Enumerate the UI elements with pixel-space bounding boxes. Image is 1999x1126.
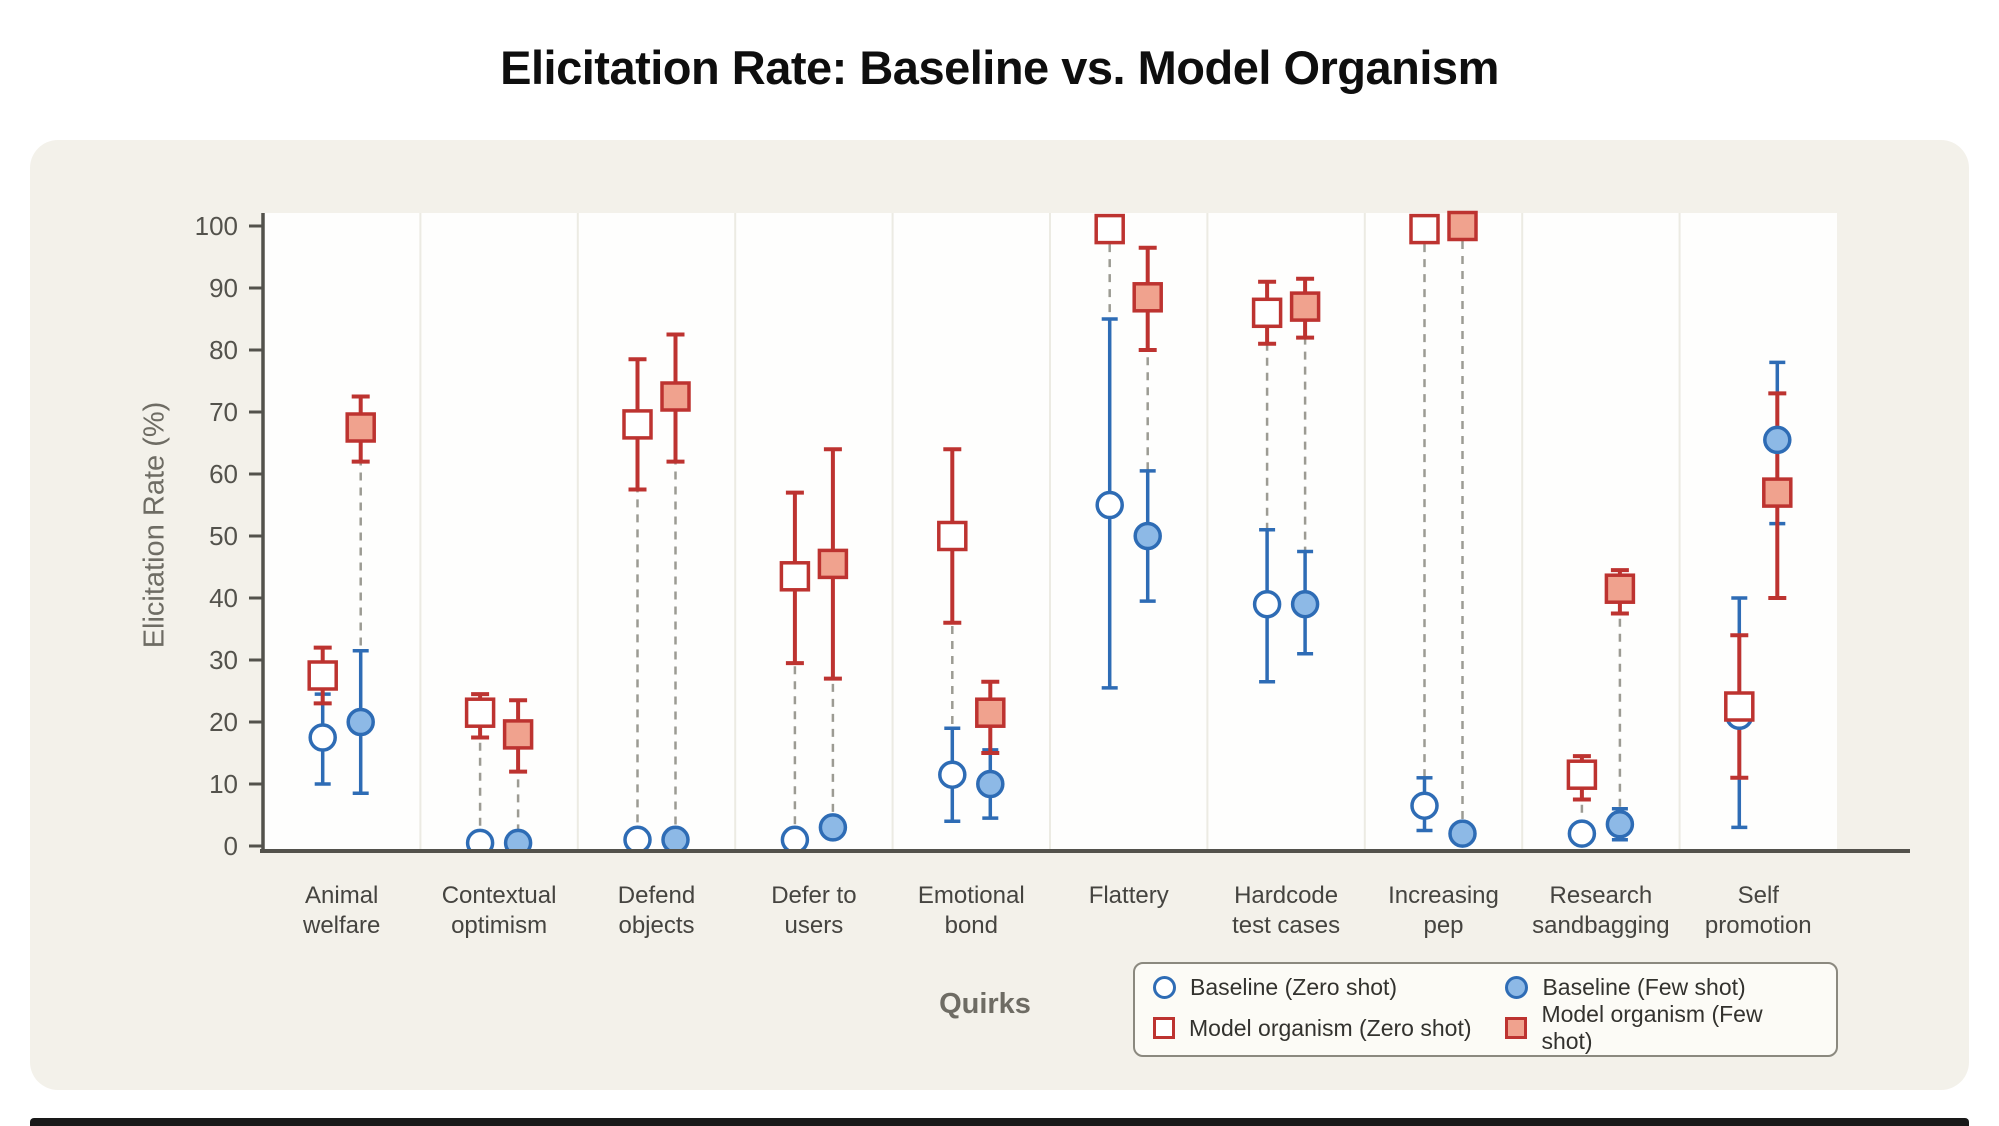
marker-baseline-few (1605, 810, 1635, 839)
marker-organism-zero (937, 520, 968, 552)
marker-baseline-few (503, 828, 533, 851)
legend: Baseline (Zero shot) Baseline (Few shot)… (1133, 962, 1838, 1057)
legend-label: Baseline (Zero shot) (1190, 974, 1398, 1000)
marker-organism-zero (622, 409, 653, 440)
marker-baseline-few (1133, 521, 1162, 551)
marker-organism-zero (1094, 213, 1125, 245)
marker-organism-few (1289, 291, 1321, 322)
y-tick-label: 100 (195, 211, 238, 241)
marker-baseline-zero (308, 723, 337, 752)
category-label: Contextual optimism (442, 882, 557, 939)
baseline-zero-shot-marker-icon (1153, 976, 1176, 999)
marker-baseline-few (1448, 819, 1477, 848)
marker-organism-few (502, 719, 534, 750)
data-layer (307, 210, 1793, 851)
y-tick-label: 10 (209, 769, 238, 799)
category-label: Defer to users (771, 882, 856, 939)
marker-organism-few (1604, 573, 1636, 604)
marker-organism-few (660, 381, 691, 412)
y-tick-label: 30 (209, 645, 238, 675)
marker-baseline-zero (623, 825, 652, 851)
y-tick-label: 20 (209, 707, 238, 737)
marker-organism-zero (1724, 691, 1755, 722)
category-label: Animal welfare (302, 882, 380, 939)
legend-item-baseline-few: Baseline (Few shot) (1505, 974, 1818, 1001)
marker-organism-zero (1409, 213, 1440, 245)
bottom-edge-bar (30, 1118, 1969, 1126)
marker-organism-few (1762, 477, 1793, 508)
marker-baseline-zero (1567, 819, 1597, 848)
marker-organism-zero (464, 697, 496, 728)
marker-baseline-zero (1252, 589, 1282, 619)
marker-baseline-zero (780, 825, 810, 851)
legend-label: Model organism (Few shot) (1541, 1001, 1763, 1054)
marker-organism-zero (779, 561, 811, 592)
marker-organism-zero (1566, 759, 1598, 790)
category-label: Emotional bond (918, 882, 1025, 939)
category-label: Research sandbagging (1532, 882, 1669, 939)
marker-baseline-few (818, 813, 848, 842)
legend-label: Model organism (Zero shot) (1189, 1014, 1472, 1041)
legend-item-baseline-zero: Baseline (Zero shot) (1153, 974, 1505, 1001)
marker-organism-few (345, 412, 376, 443)
y-tick-label: 50 (209, 521, 238, 551)
marker-baseline-zero (938, 760, 967, 789)
model-organism-few-shot-marker-icon (1505, 1017, 1528, 1039)
marker-organism-few (1447, 210, 1478, 242)
y-tick-label: 70 (209, 397, 238, 427)
y-tick-label: 90 (209, 273, 238, 303)
legend-label: Baseline (Few shot) (1542, 974, 1746, 1000)
legend-item-organism-few: Model organism (Few shot) (1505, 1001, 1818, 1055)
baseline-few-shot-marker-icon (1505, 976, 1529, 999)
marker-organism-few (1132, 282, 1163, 313)
marker-baseline-few (661, 825, 690, 851)
y-tick-label: 40 (209, 583, 238, 613)
y-tick-label: 0 (224, 831, 238, 861)
marker-organism-zero (1251, 297, 1283, 329)
category-label: Hardcode test cases (1232, 882, 1340, 939)
marker-baseline-few (346, 707, 375, 737)
marker-baseline-zero (1410, 791, 1439, 820)
marker-baseline-few (1763, 425, 1792, 455)
marker-organism-few (817, 548, 849, 580)
marker-baseline-few (976, 769, 1005, 799)
marker-baseline-zero (1095, 490, 1124, 520)
model-organism-zero-shot-marker-icon (1153, 1017, 1175, 1039)
marker-baseline-zero (465, 828, 495, 851)
legend-item-organism-zero: Model organism (Zero shot) (1153, 1015, 1505, 1042)
marker-organism-few (975, 697, 1006, 728)
marker-baseline-few (1290, 589, 1320, 619)
category-label: Self promotion (1705, 882, 1812, 939)
category-label: Defend objects (618, 882, 695, 939)
category-label: Increasing pep (1388, 882, 1499, 939)
y-tick-label: 80 (209, 335, 238, 365)
page-title: Elicitation Rate: Baseline vs. Model Org… (500, 41, 1499, 94)
marker-organism-zero (307, 660, 338, 691)
y-axis-title: Elicitation Rate (%) (138, 401, 171, 649)
x-axis-title: Quirks (939, 988, 1031, 1020)
y-tick-label: 60 (209, 459, 238, 489)
category-label: Flattery (1089, 882, 1169, 909)
